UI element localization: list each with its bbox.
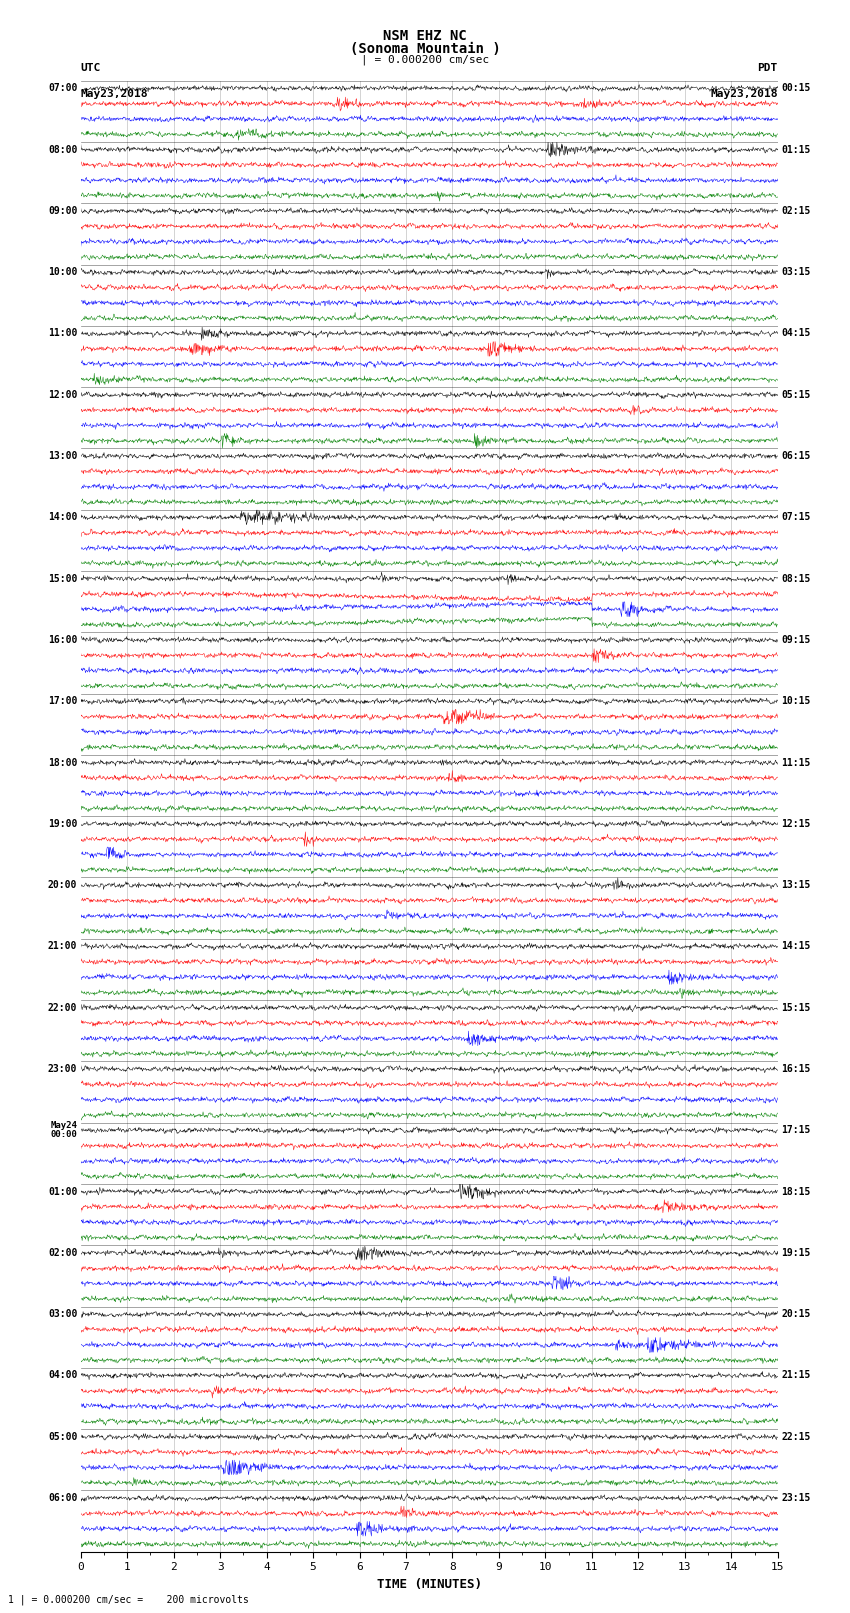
- Text: 15:00: 15:00: [48, 574, 77, 584]
- Text: 20:15: 20:15: [781, 1310, 811, 1319]
- Text: 19:15: 19:15: [781, 1248, 811, 1258]
- Text: 06:00: 06:00: [48, 1494, 77, 1503]
- Text: 05:15: 05:15: [781, 390, 811, 400]
- Text: May24: May24: [50, 1121, 77, 1131]
- Text: 13:00: 13:00: [48, 452, 77, 461]
- Text: 1 | = 0.000200 cm/sec =    200 microvolts: 1 | = 0.000200 cm/sec = 200 microvolts: [8, 1594, 249, 1605]
- Text: 18:00: 18:00: [48, 758, 77, 768]
- Text: 07:15: 07:15: [781, 513, 811, 523]
- Text: PDT: PDT: [757, 63, 778, 73]
- Text: 14:15: 14:15: [781, 942, 811, 952]
- Text: 04:00: 04:00: [48, 1371, 77, 1381]
- Text: 15:15: 15:15: [781, 1003, 811, 1013]
- Text: 12:00: 12:00: [48, 390, 77, 400]
- Text: 14:00: 14:00: [48, 513, 77, 523]
- Text: 01:15: 01:15: [781, 145, 811, 155]
- Text: 04:15: 04:15: [781, 329, 811, 339]
- Text: 22:15: 22:15: [781, 1432, 811, 1442]
- Text: 17:15: 17:15: [781, 1126, 811, 1136]
- Text: 09:00: 09:00: [48, 206, 77, 216]
- Text: (Sonoma Mountain ): (Sonoma Mountain ): [349, 42, 501, 56]
- Text: 10:15: 10:15: [781, 697, 811, 706]
- Text: UTC: UTC: [81, 63, 101, 73]
- Text: 06:15: 06:15: [781, 452, 811, 461]
- Text: 00:00: 00:00: [50, 1131, 77, 1139]
- Text: NSM EHZ NC: NSM EHZ NC: [383, 29, 467, 44]
- Text: 21:15: 21:15: [781, 1371, 811, 1381]
- Text: 11:15: 11:15: [781, 758, 811, 768]
- Text: 02:00: 02:00: [48, 1248, 77, 1258]
- Text: May23,2018: May23,2018: [711, 89, 778, 98]
- Text: 08:15: 08:15: [781, 574, 811, 584]
- Text: 16:15: 16:15: [781, 1065, 811, 1074]
- Text: 01:00: 01:00: [48, 1187, 77, 1197]
- Text: 07:00: 07:00: [48, 84, 77, 94]
- Text: 23:15: 23:15: [781, 1494, 811, 1503]
- Text: 00:15: 00:15: [781, 84, 811, 94]
- Text: 08:00: 08:00: [48, 145, 77, 155]
- Text: 03:00: 03:00: [48, 1310, 77, 1319]
- Text: 21:00: 21:00: [48, 942, 77, 952]
- Text: 03:15: 03:15: [781, 268, 811, 277]
- Text: 11:00: 11:00: [48, 329, 77, 339]
- Text: 05:00: 05:00: [48, 1432, 77, 1442]
- Text: May23,2018: May23,2018: [81, 89, 148, 98]
- Text: 20:00: 20:00: [48, 881, 77, 890]
- Text: 12:15: 12:15: [781, 819, 811, 829]
- Text: 23:00: 23:00: [48, 1065, 77, 1074]
- Text: 18:15: 18:15: [781, 1187, 811, 1197]
- Text: 13:15: 13:15: [781, 881, 811, 890]
- Text: 09:15: 09:15: [781, 636, 811, 645]
- Text: 22:00: 22:00: [48, 1003, 77, 1013]
- Text: 19:00: 19:00: [48, 819, 77, 829]
- Text: 17:00: 17:00: [48, 697, 77, 706]
- Text: 02:15: 02:15: [781, 206, 811, 216]
- Text: 10:00: 10:00: [48, 268, 77, 277]
- Text: | = 0.000200 cm/sec: | = 0.000200 cm/sec: [361, 55, 489, 66]
- Text: 16:00: 16:00: [48, 636, 77, 645]
- X-axis label: TIME (MINUTES): TIME (MINUTES): [377, 1578, 482, 1590]
